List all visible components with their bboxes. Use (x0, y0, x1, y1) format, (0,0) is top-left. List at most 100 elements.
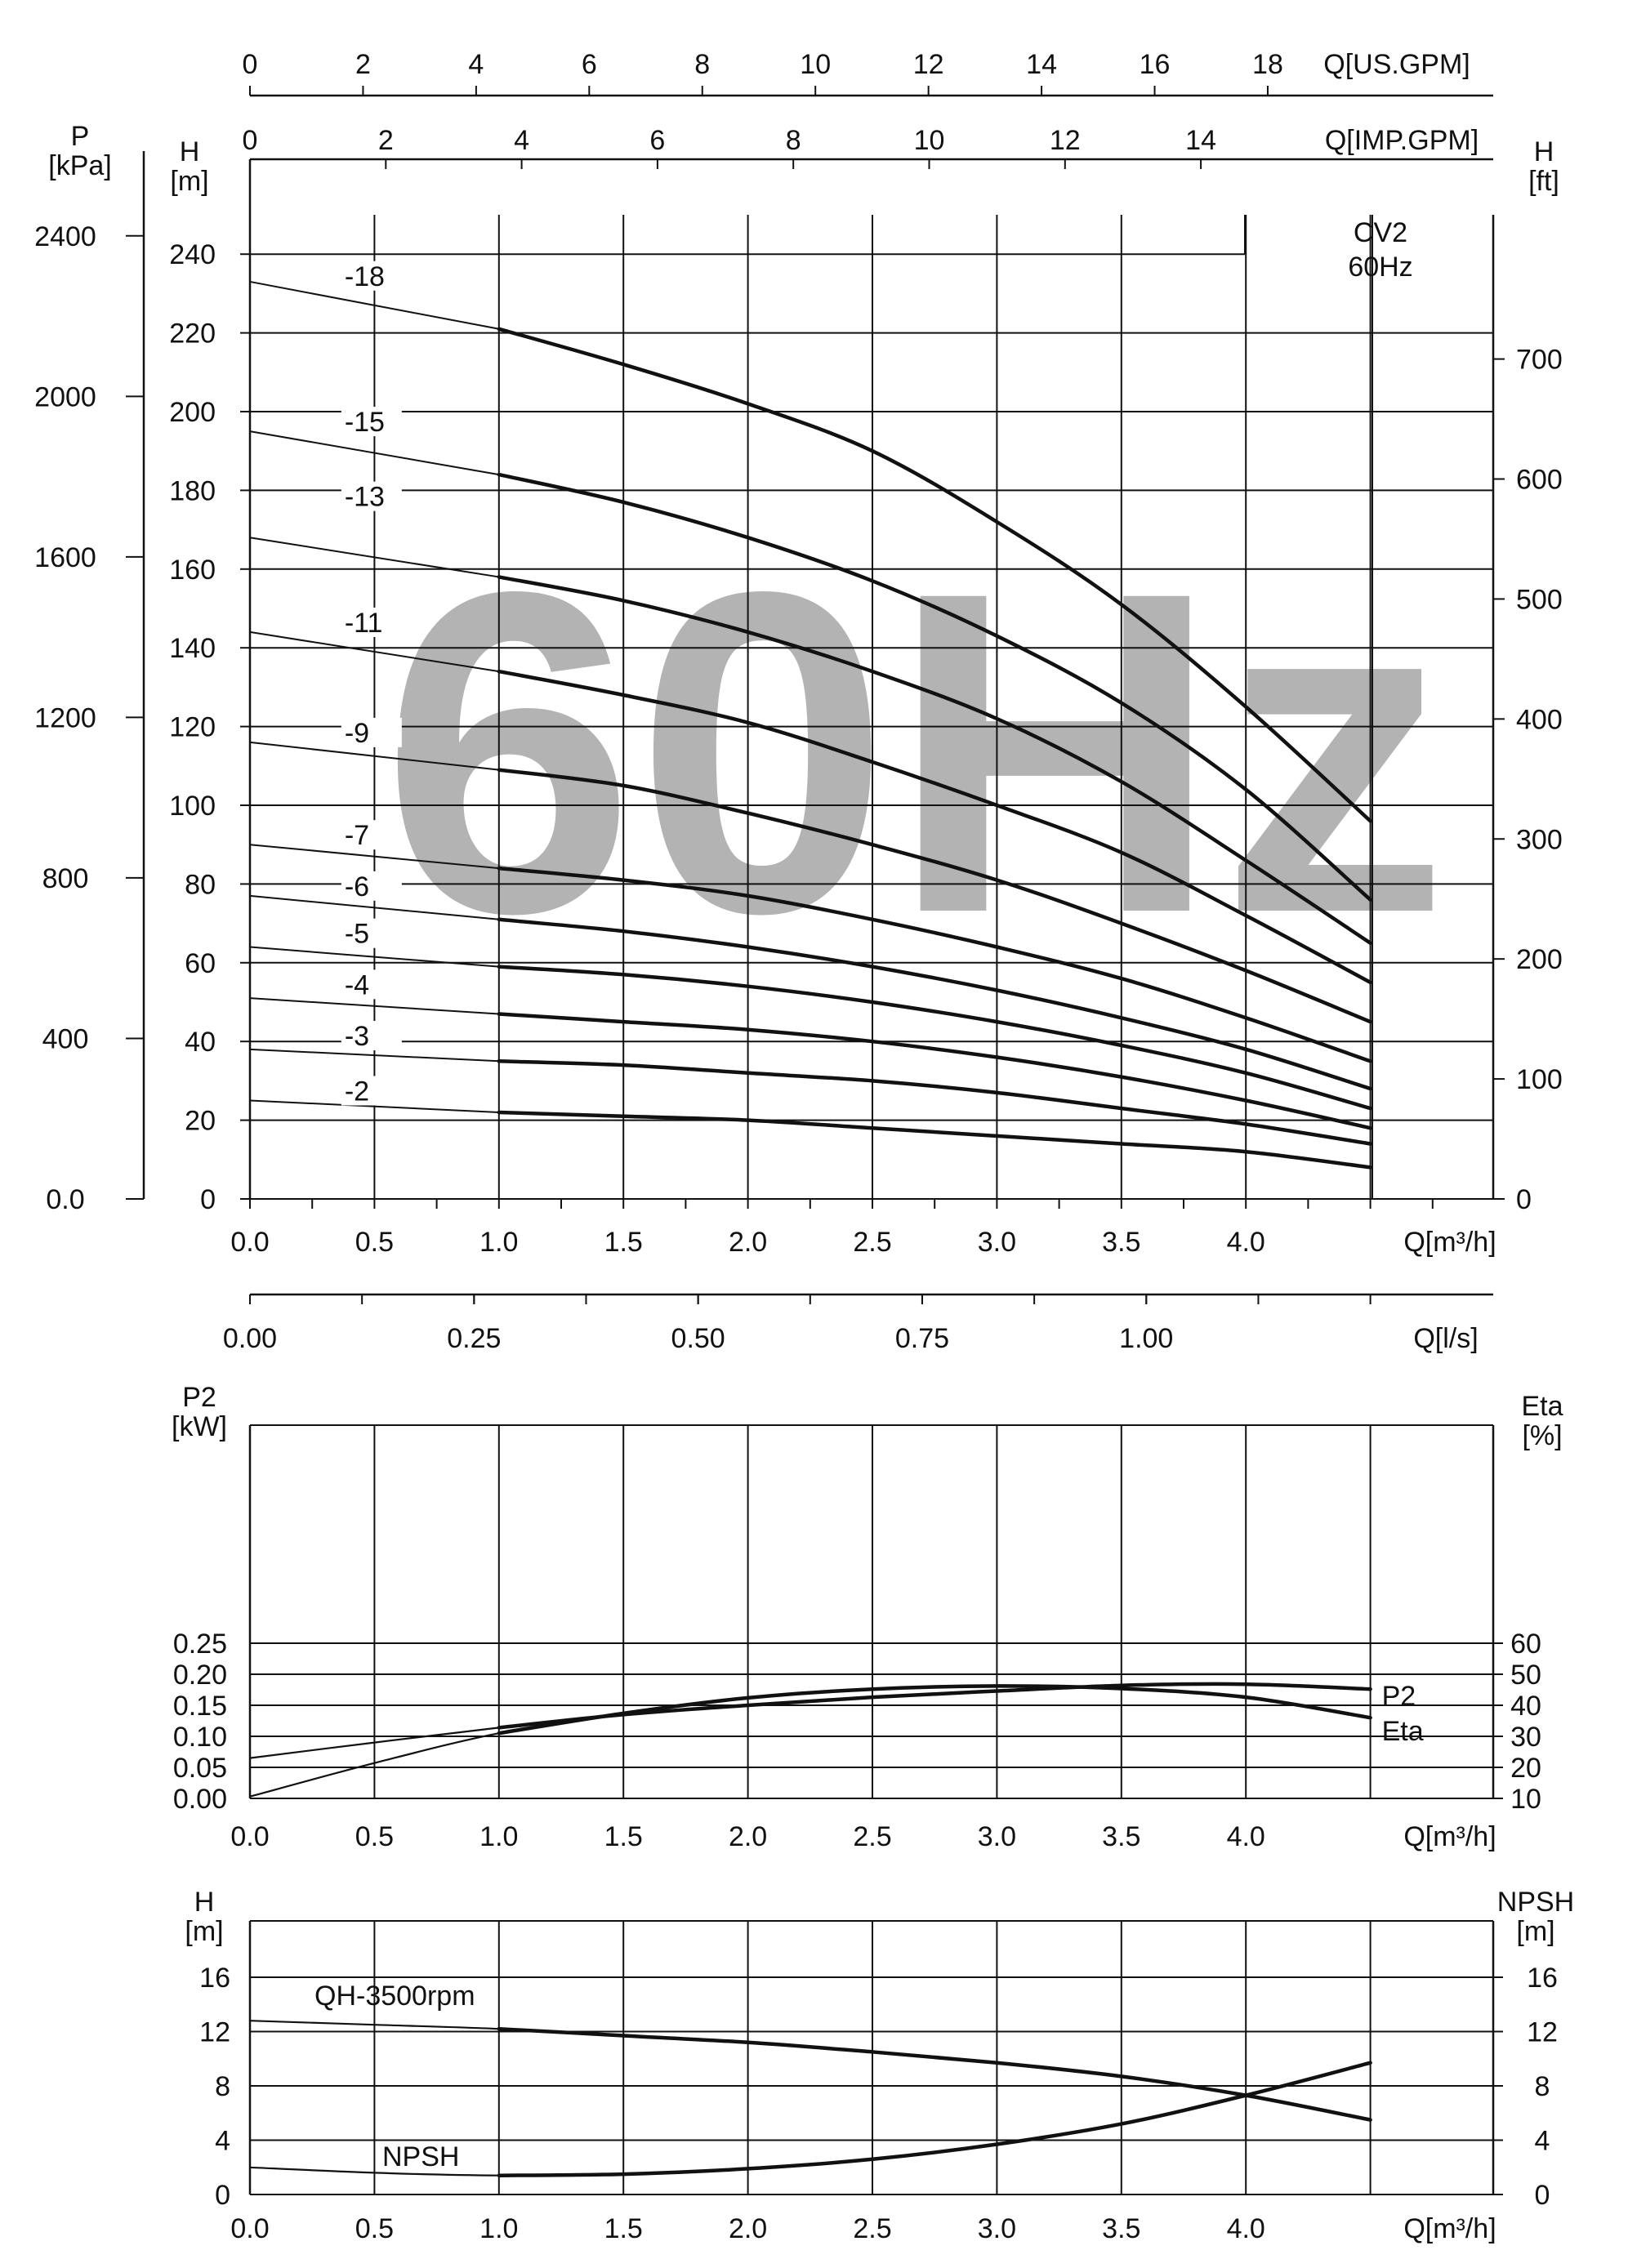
us-gpm-tick-label: 10 (800, 49, 831, 80)
p2-q-tick-label: 1.5 (604, 1821, 643, 1852)
p2-series-label-eta: Eta (1382, 1716, 1424, 1747)
head-m-tick-label: 180 (169, 475, 216, 506)
head-curve-n13 (497, 575, 1372, 945)
head-m-unit: [m] (170, 166, 208, 197)
us-gpm-tick-label: 2 (355, 49, 371, 80)
npsh-curve-npsh (497, 2061, 1372, 2177)
npsh-series-label: NPSH (382, 2141, 459, 2172)
imp-gpm-tick-label: 12 (1050, 125, 1081, 156)
q-m3h-tick-label: 2.5 (853, 1227, 891, 1258)
head-curve-n7 (497, 866, 1372, 1063)
axes-layer (126, 86, 1505, 2195)
head-curve-thin-n9 (249, 741, 500, 771)
curve-label-n11: -11 (345, 608, 383, 639)
npsh-unit: [m] (1516, 1916, 1554, 1947)
p2-tick-label: 0.25 (173, 1629, 227, 1660)
legend-model: CV2 (1354, 217, 1407, 248)
kpa-tick-label: 800 (42, 863, 89, 894)
head-m-tick-label: 160 (169, 555, 216, 586)
head-ft-tick-label: 400 (1516, 704, 1563, 735)
ls-unit: Q[l/s] (1413, 1323, 1478, 1354)
npsh-h-tick-label: 16 (199, 1963, 230, 1994)
head-curve-thin-n3 (249, 1048, 500, 1063)
head-curve-n5 (497, 965, 1372, 1111)
p2-curve-eta (497, 1684, 1372, 1736)
head-ft-tick-label: 100 (1516, 1064, 1563, 1095)
kpa-tick-label: 1200 (34, 702, 96, 733)
imp-gpm-tick-label: 10 (914, 125, 945, 156)
head-ft-tick-label: 0 (1516, 1184, 1532, 1215)
us-gpm-tick-label: 14 (1026, 49, 1057, 80)
head-m-tick-label: 120 (169, 712, 216, 743)
npsh-tick-label: 8 (1535, 2071, 1550, 2102)
curve-label-bg (341, 871, 402, 901)
eta-tick-label: 60 (1510, 1629, 1541, 1660)
ls-tick-label: 0.25 (447, 1323, 501, 1354)
p2-curve-p2 (497, 1682, 1372, 1730)
npsh-q-tick-label: 1.5 (604, 2213, 643, 2244)
curve-label-bg (341, 918, 402, 948)
p2-tick-label: 0.00 (173, 1784, 227, 1815)
head-ft-tick-label: 700 (1516, 345, 1563, 376)
eta-tick-label: 10 (1510, 1784, 1541, 1815)
us-gpm-tick-label: 6 (582, 49, 597, 80)
ls-tick-label: 0.75 (895, 1323, 949, 1354)
head-ft-tick-label: 300 (1516, 824, 1563, 855)
p2-q-tick-label: 0.0 (230, 1821, 269, 1852)
head-ft-tick-label: 600 (1516, 465, 1563, 496)
head-curve-n18 (497, 327, 1372, 823)
npsh-q-tick-label: 2.0 (729, 2213, 767, 2244)
npsh-q-tick-label: 4.0 (1227, 2213, 1265, 2244)
head-m-tick-label: 100 (169, 791, 216, 822)
head-curve-n2 (497, 1110, 1372, 1170)
watermark-text: 60Hz (381, 497, 1448, 1008)
npsh-h-tick-label: 4 (215, 2126, 230, 2157)
p2-series-label-p2: P2 (1382, 1681, 1416, 1712)
head-curve-thin-n7 (249, 844, 500, 870)
head-m-tick-label: 0 (200, 1184, 216, 1215)
ls-tick-label: 1.00 (1119, 1323, 1173, 1354)
kpa-tick-label: 2000 (34, 381, 96, 412)
q-m3h-tick-label: 1.0 (479, 1227, 518, 1258)
npsh-tick-label: 0 (1535, 2180, 1550, 2211)
curve-label-n6: -6 (345, 871, 369, 902)
head-curve-n15 (497, 472, 1372, 902)
watermark-layer: 60Hz (381, 497, 1448, 1008)
eta-tick-label: 30 (1510, 1722, 1541, 1753)
ls-tick-label: 0.50 (671, 1323, 725, 1354)
p2-tick-label: 0.15 (173, 1691, 227, 1722)
kpa-unit: P (71, 121, 90, 152)
imp-gpm-tick-label: 2 (378, 125, 394, 156)
head-m-tick-label: 240 (169, 239, 216, 270)
head-curve-thin-n4 (249, 997, 500, 1015)
p2-tick-label: 0.10 (173, 1722, 227, 1753)
p2-unit: P2 (182, 1382, 216, 1413)
head-curve-thin-n13 (249, 537, 500, 578)
curve-label-bg (341, 717, 402, 747)
imp-gpm-unit: Q[IMP.GPM] (1325, 125, 1479, 156)
npsh-q-tick-label: 3.5 (1102, 2213, 1140, 2244)
eta-unit: Eta (1521, 1391, 1563, 1422)
q-m3h-tick-label: 4.0 (1227, 1227, 1265, 1258)
head-curve-n3 (497, 1059, 1372, 1146)
us-gpm-tick-label: 0 (243, 49, 258, 80)
curve-label-bg (341, 481, 402, 511)
head-curve-thin-n6 (249, 894, 500, 920)
head-curve-n9 (497, 768, 1372, 1024)
p2-q-tick-label: 2.5 (853, 1821, 891, 1852)
curve-label-n4: -4 (345, 969, 369, 1000)
curve-label-n2: -2 (345, 1076, 369, 1107)
eta-tick-label: 50 (1510, 1660, 1541, 1691)
head-ft-unit: H (1534, 136, 1554, 167)
npsh-h-unit: [m] (185, 1916, 223, 1947)
head-m-tick-label: 20 (185, 1106, 216, 1137)
p2-q-tick-label: 1.0 (479, 1821, 518, 1852)
npsh-tick-label: 12 (1527, 2017, 1558, 2048)
npsh-h-tick-label: 0 (215, 2180, 230, 2211)
head-ft-tick-label: 200 (1516, 944, 1563, 975)
us-gpm-unit: Q[US.GPM] (1323, 49, 1470, 80)
head-curve-thin-n2 (249, 1099, 500, 1113)
curve-label-bg (341, 261, 402, 291)
kpa-tick-label: 400 (42, 1023, 89, 1054)
